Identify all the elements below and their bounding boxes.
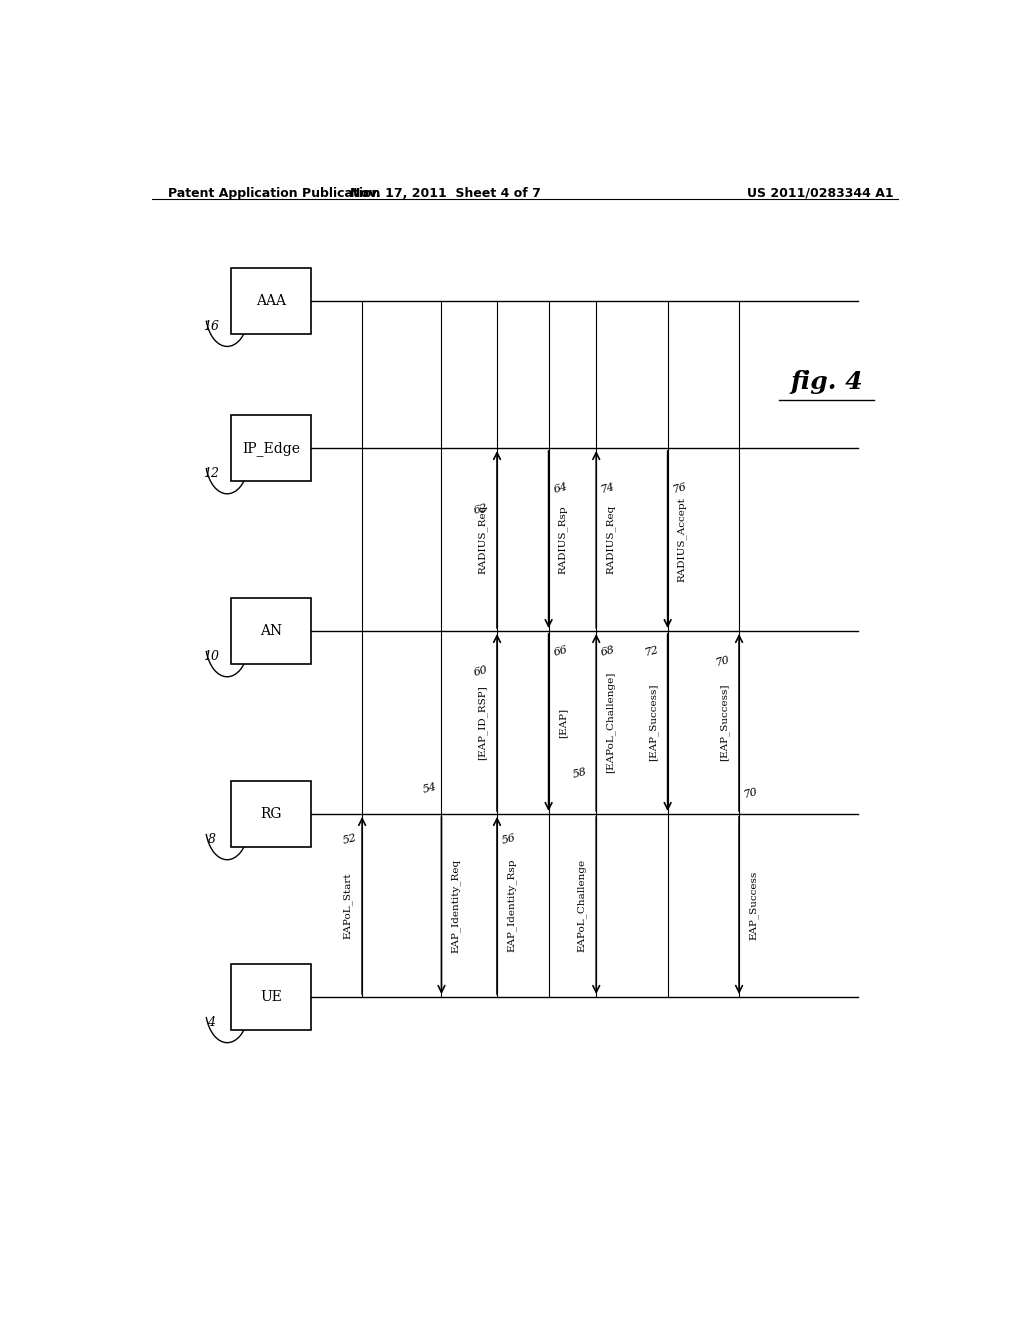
- Text: AAA: AAA: [256, 293, 286, 308]
- FancyBboxPatch shape: [231, 781, 310, 847]
- Text: 76: 76: [672, 482, 688, 495]
- Text: 70: 70: [742, 787, 759, 800]
- Text: 10: 10: [204, 649, 219, 663]
- Text: 64: 64: [552, 482, 568, 495]
- Text: fig. 4: fig. 4: [791, 370, 862, 393]
- Text: RADIUS_Rsp: RADIUS_Rsp: [558, 506, 568, 574]
- Text: Patent Application Publication: Patent Application Publication: [168, 187, 380, 199]
- Text: 60: 60: [473, 665, 489, 678]
- Text: 62: 62: [473, 503, 489, 516]
- Text: [EAP_ID_RSP]: [EAP_ID_RSP]: [478, 685, 487, 760]
- Text: [EAP_Success]: [EAP_Success]: [648, 684, 658, 762]
- Text: 70: 70: [715, 655, 731, 668]
- Text: AN: AN: [260, 624, 282, 638]
- Text: RADIUS_Req: RADIUS_Req: [478, 506, 487, 574]
- Text: [EAP]: [EAP]: [558, 708, 567, 738]
- FancyBboxPatch shape: [231, 598, 310, 664]
- Text: 16: 16: [204, 319, 219, 333]
- Text: 56: 56: [501, 833, 517, 846]
- Text: 72: 72: [644, 644, 659, 659]
- Text: RG: RG: [260, 807, 282, 821]
- Text: 54: 54: [422, 781, 437, 795]
- Text: 4: 4: [207, 1016, 215, 1028]
- Text: 58: 58: [572, 767, 589, 780]
- Text: [EAPoL_Challenge]: [EAPoL_Challenge]: [606, 672, 615, 774]
- Text: Nov. 17, 2011  Sheet 4 of 7: Nov. 17, 2011 Sheet 4 of 7: [350, 187, 541, 199]
- Text: RADIUS_Req: RADIUS_Req: [606, 506, 615, 574]
- FancyBboxPatch shape: [231, 268, 310, 334]
- Text: IP_Edge: IP_Edge: [242, 441, 300, 455]
- Text: EAP_Identity_Rsp: EAP_Identity_Rsp: [507, 859, 516, 952]
- Text: 66: 66: [552, 644, 568, 659]
- Text: EAPoL_Start: EAPoL_Start: [343, 873, 352, 939]
- Text: RADIUS_Accept: RADIUS_Accept: [677, 498, 687, 582]
- Text: 68: 68: [600, 644, 616, 659]
- FancyBboxPatch shape: [231, 414, 310, 480]
- FancyBboxPatch shape: [231, 964, 310, 1030]
- Text: 52: 52: [342, 833, 358, 846]
- Text: 12: 12: [204, 467, 219, 480]
- Text: 8: 8: [207, 833, 215, 846]
- Text: EAP_Identity_Req: EAP_Identity_Req: [451, 858, 461, 953]
- Text: [EAP_Success]: [EAP_Success]: [720, 684, 729, 762]
- Text: US 2011/0283344 A1: US 2011/0283344 A1: [748, 187, 894, 199]
- Text: UE: UE: [260, 990, 282, 1005]
- Text: EAP_Success: EAP_Success: [749, 871, 759, 940]
- Text: EAPoL_Challenge: EAPoL_Challenge: [577, 859, 587, 952]
- Text: 74: 74: [600, 482, 616, 495]
